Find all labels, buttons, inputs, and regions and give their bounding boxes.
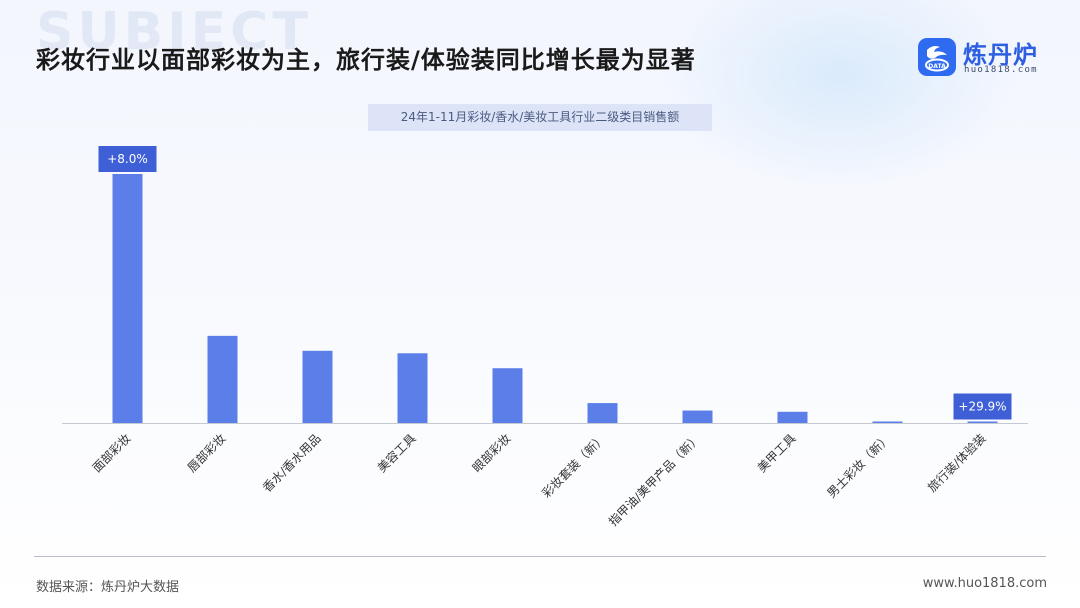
x-tick-label: 男士彩妆（新） xyxy=(824,431,894,501)
logo-url: huo1818.com xyxy=(964,65,1038,75)
logo-icon-text: DATA xyxy=(928,63,946,70)
x-tick-label: 面部彩妆 xyxy=(89,431,134,476)
bar xyxy=(112,174,143,423)
background-watermark-word: SUBJECT xyxy=(36,2,312,62)
footer-website[interactable]: www.huo1818.com xyxy=(922,576,1047,591)
x-tick-label: 香水/香水用品 xyxy=(260,431,324,495)
data-source: 数据来源：炼丹炉大数据 xyxy=(36,580,180,595)
bar xyxy=(302,350,333,423)
x-tick-label: 指甲油/美甲产品（新） xyxy=(605,431,703,529)
x-tick-label: 彩妆套装（新） xyxy=(539,431,609,501)
bar xyxy=(492,368,523,423)
bar-chart: 面部彩妆 唇部彩妆 香水/香水用品 美容工具 眼部彩妆 彩妆套装（新）指甲油/美甲产品（新… xyxy=(62,146,1028,529)
footer-divider xyxy=(34,556,1046,557)
x-tick-label: 旅行装/体验装 xyxy=(924,431,988,495)
bar xyxy=(682,410,713,423)
x-tick-label: 唇部彩妆 xyxy=(184,431,229,476)
dragon-data-icon: DATA xyxy=(918,38,956,76)
bar xyxy=(777,411,808,423)
growth-label: +8.0% xyxy=(107,152,148,166)
x-tick-label: 美甲工具 xyxy=(755,431,799,475)
bar xyxy=(967,421,998,423)
x-tick-label: 美容工具 xyxy=(374,431,419,476)
x-tick-label: 眼部彩妆 xyxy=(469,431,514,476)
bar xyxy=(872,421,903,423)
logo-name: 炼丹炉 xyxy=(963,41,1038,69)
page-title: 彩妆行业以面部彩妆为主，旅行装/体验装同比增长最为显著 xyxy=(36,46,696,74)
growth-label-box xyxy=(98,146,157,172)
bar xyxy=(587,403,618,423)
brand-logo[interactable]: DATA 炼丹炉 huo1818.com xyxy=(918,36,1058,80)
bar xyxy=(397,353,428,423)
bar xyxy=(207,335,238,423)
chart-subtitle: 24年1-11月彩妆/香水/美妆工具行业二级类目销售额 xyxy=(368,104,712,131)
growth-label: +29.9% xyxy=(958,400,1006,414)
growth-label-box xyxy=(953,393,1012,420)
